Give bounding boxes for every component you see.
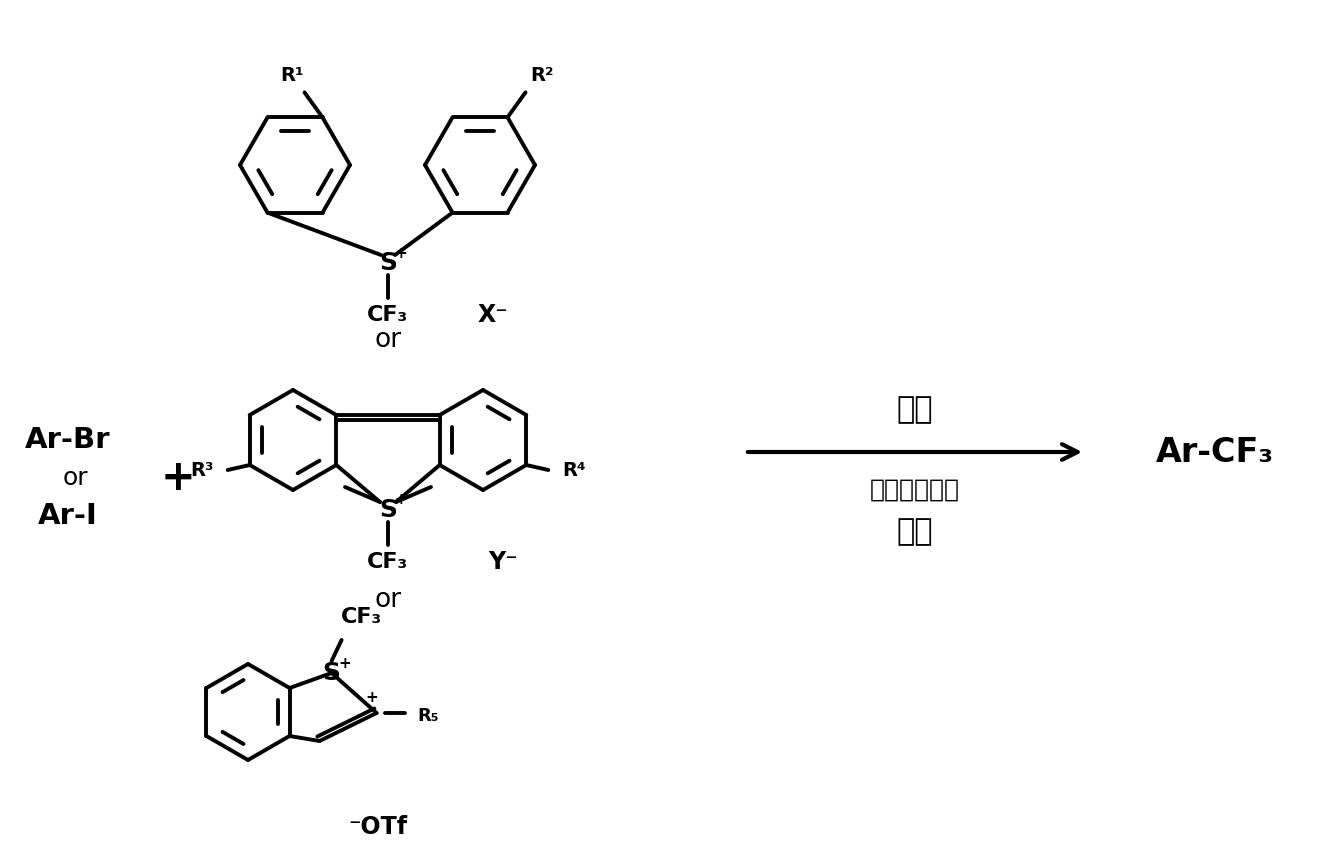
Text: CF₃: CF₃	[368, 305, 409, 325]
Text: +: +	[394, 245, 407, 261]
Text: or: or	[374, 587, 402, 613]
Text: R₅: R₅	[418, 707, 439, 725]
Text: X⁻: X⁻	[477, 303, 509, 327]
Text: +: +	[161, 457, 195, 499]
Text: R²: R²	[531, 66, 555, 85]
Text: +: +	[365, 691, 378, 705]
Text: CF₃: CF₃	[341, 607, 382, 627]
Text: R⁴: R⁴	[563, 461, 587, 480]
Text: S: S	[380, 251, 397, 275]
Text: S: S	[323, 661, 340, 685]
Text: 温度: 温度	[896, 517, 933, 547]
Text: R³: R³	[190, 461, 214, 480]
Text: +: +	[339, 655, 351, 671]
Text: or: or	[62, 466, 88, 490]
Text: Ar-I: Ar-I	[38, 502, 98, 530]
Text: S: S	[380, 498, 397, 522]
Text: or: or	[374, 327, 402, 353]
Text: +: +	[394, 492, 407, 507]
Text: Ar-Br: Ar-Br	[25, 426, 111, 454]
Text: ⁻OTf: ⁻OTf	[348, 815, 407, 839]
Text: R¹: R¹	[281, 66, 304, 85]
Text: CF₃: CF₃	[368, 552, 409, 572]
Text: 金属: 金属	[896, 395, 933, 424]
Text: Ar-CF₃: Ar-CF₃	[1156, 436, 1275, 468]
Text: Y⁻: Y⁻	[488, 550, 518, 574]
Text: 极性有机溶剖: 极性有机溶剖	[870, 478, 960, 502]
